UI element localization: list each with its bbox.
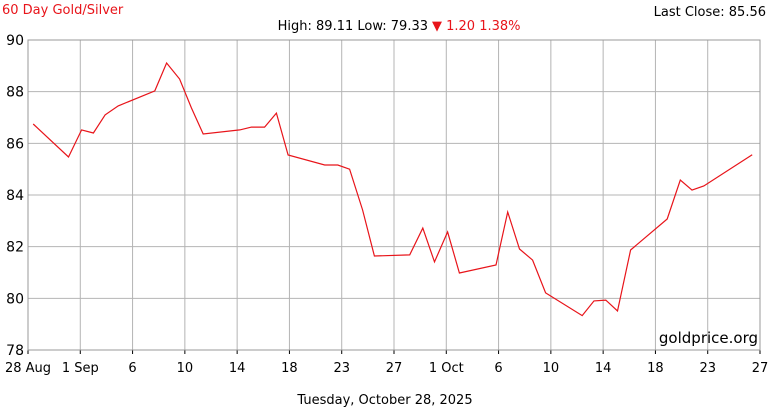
y-tick-label: 80 bbox=[6, 291, 24, 307]
last-close: Last Close: 85.56 bbox=[654, 5, 766, 20]
chart-title: 60 Day Gold/Silver bbox=[2, 3, 124, 18]
y-tick-label: 86 bbox=[6, 136, 24, 152]
y-tick-label: 78 bbox=[6, 343, 24, 359]
x-tick-label: 14 bbox=[229, 361, 246, 376]
y-tick-label: 90 bbox=[6, 33, 24, 49]
y-tick-label: 82 bbox=[6, 240, 24, 256]
x-tick-label: 6 bbox=[494, 361, 502, 376]
x-tick-label: 18 bbox=[647, 361, 664, 376]
watermark: goldprice.org bbox=[659, 329, 758, 347]
y-tick-label: 84 bbox=[6, 188, 24, 204]
x-tick-label: 14 bbox=[595, 361, 612, 376]
y-tick-label: 88 bbox=[6, 85, 24, 101]
stats: High: 89.11 Low: 79.33 bbox=[278, 19, 428, 34]
x-tick-label: 23 bbox=[333, 361, 350, 376]
x-tick-label: 18 bbox=[281, 361, 298, 376]
x-tick-label: 10 bbox=[177, 361, 194, 376]
x-tick-label: 27 bbox=[386, 361, 403, 376]
x-tick-label: 6 bbox=[128, 361, 136, 376]
x-tick-label: 1 Sep bbox=[62, 361, 99, 376]
x-axis-label: Tuesday, October 28, 2025 bbox=[296, 393, 472, 408]
x-tick-label: 10 bbox=[543, 361, 560, 376]
x-tick-label: 23 bbox=[699, 361, 716, 376]
x-tick-label: 27 bbox=[752, 361, 769, 376]
x-tick-label: 1 Oct bbox=[429, 361, 464, 376]
x-tick-label: 28 Aug bbox=[5, 361, 51, 376]
change: ▼ 1.20 1.38% bbox=[432, 19, 521, 34]
plot-frame bbox=[27, 39, 761, 351]
price-line bbox=[32, 61, 753, 317]
